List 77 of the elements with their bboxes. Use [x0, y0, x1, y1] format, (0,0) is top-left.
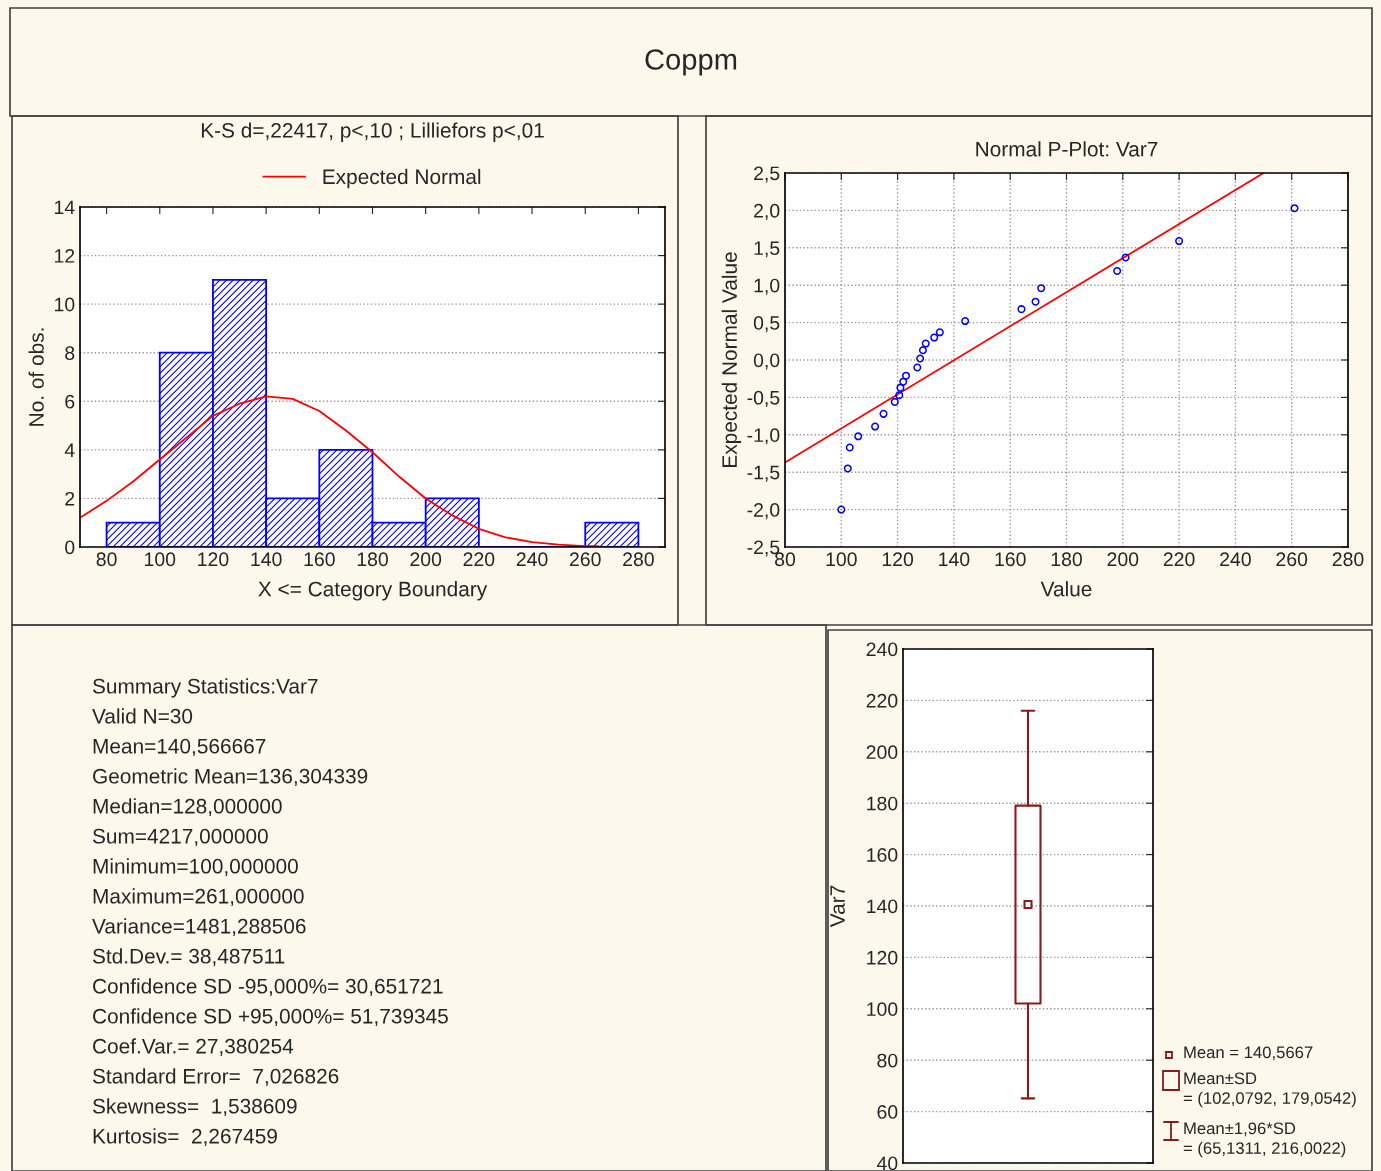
text: Mean±SD = (102,0792, 179,0542): [1183, 1072, 1356, 1108]
text: Sum=4217,000000: [92, 828, 268, 847]
x-tick-label: 100: [145, 552, 176, 567]
x-tick-label: 280: [623, 552, 654, 567]
y-tick-label: -2,0: [747, 503, 780, 520]
x-tick-label: 260: [1276, 552, 1308, 567]
x-tick-label: 200: [410, 552, 442, 567]
y-axis-title: Var7: [830, 885, 845, 928]
y-tick-label: 1,5: [754, 241, 780, 258]
x-tick-label: 140: [251, 552, 282, 567]
text: Mean=140,566667: [93, 738, 266, 757]
y-tick-label: 100: [867, 1002, 898, 1017]
y-tick-label: -0,5: [747, 390, 780, 407]
y-tick-label: 0: [65, 540, 75, 555]
y-tick-label: 12: [55, 249, 75, 263]
y-tick-label: 240: [866, 642, 898, 657]
x-tick-label: 240: [516, 552, 548, 567]
text: Geometric Mean=136,304339: [93, 768, 368, 787]
x-axis-title: X <= Category Boundary: [258, 581, 488, 601]
y-tick-label: -1,5: [747, 465, 780, 482]
y-tick-label: 120: [867, 950, 898, 965]
y-tick-label: 40: [876, 1156, 898, 1171]
y-tick-label: 14: [55, 200, 75, 215]
x-tick-label: 180: [357, 552, 388, 567]
text: Mean±1,96*SD = (65,1311, 216,0022): [1183, 1122, 1346, 1158]
x-tick-label: 240: [1220, 552, 1251, 567]
y-tick-label: 8: [65, 346, 75, 360]
y-tick-label: 0,5: [753, 316, 780, 333]
x-tick-label: 80: [96, 552, 117, 567]
legend-label: Expected Normal: [323, 168, 481, 189]
text: Summary Statistics:Var7: [92, 678, 318, 698]
y-tick-label: 0,0: [753, 353, 780, 370]
y-tick-label: 4: [64, 443, 75, 457]
x-axis-title: Value: [1040, 581, 1092, 597]
y-tick-label: 10: [55, 297, 75, 312]
y-tick-label: 2,5: [754, 166, 780, 183]
text: Confidence SD +95,000%= 51,739345: [93, 1008, 448, 1027]
text: Variance=1481,288506: [92, 918, 306, 937]
y-tick-label: 220: [866, 693, 898, 708]
chart-title: K-S d=,22417, p<,10 ; Lilliefors p<,01: [201, 122, 544, 142]
x-tick-label: 140: [939, 552, 970, 567]
text: Mean = 140,5667: [1184, 1046, 1313, 1061]
text: Confidence SD -95,000%= 30,651721: [93, 978, 443, 997]
x-tick-label: 120: [198, 552, 229, 567]
text: Median=128,000000: [93, 798, 282, 817]
y-tick-label: 1,0: [754, 278, 780, 295]
y-axis-title: Expected Normal Value: [721, 252, 742, 467]
y-tick-label: 6: [65, 394, 75, 409]
x-tick-label: 100: [826, 552, 857, 567]
x-tick-label: 180: [1051, 552, 1082, 567]
y-tick-label: 140: [867, 899, 898, 914]
text: Coef.Var.= 27,380254: [93, 1038, 294, 1057]
y-tick-label: 2: [65, 491, 75, 506]
y-tick-label: 60: [877, 1105, 898, 1119]
text: Std.Dev.= 38,487511: [92, 948, 285, 967]
x-tick-label: 160: [304, 552, 335, 567]
x-tick-label: 280: [1332, 552, 1364, 567]
y-tick-label: -1,0: [747, 428, 780, 445]
x-tick-label: 200: [1107, 552, 1139, 567]
text: Kurtosis= 2,267459: [93, 1128, 277, 1147]
y-tick-label: 180: [867, 796, 898, 811]
x-tick-label: 220: [1163, 552, 1195, 567]
text: Maximum=261,000000: [93, 888, 304, 907]
y-tick-label: 160: [867, 848, 898, 862]
text: Minimum=100,000000: [93, 858, 298, 877]
x-tick-label: 160: [995, 552, 1026, 567]
y-axis-title: No. of obs.: [28, 328, 44, 426]
chart-title: Normal P-Plot: Var7: [976, 141, 1158, 157]
text: Coppm: [645, 49, 737, 76]
text: Standard Error= 7,026826: [92, 1068, 339, 1087]
x-tick-label: 220: [463, 552, 495, 567]
y-tick-label: 80: [877, 1053, 898, 1068]
x-tick-label: 260: [569, 552, 601, 567]
text: Skewness= 1,538609: [92, 1098, 297, 1117]
text: Valid N=30: [92, 708, 193, 724]
y-tick-label: 2,0: [754, 203, 780, 220]
y-tick-label: 200: [866, 745, 898, 760]
